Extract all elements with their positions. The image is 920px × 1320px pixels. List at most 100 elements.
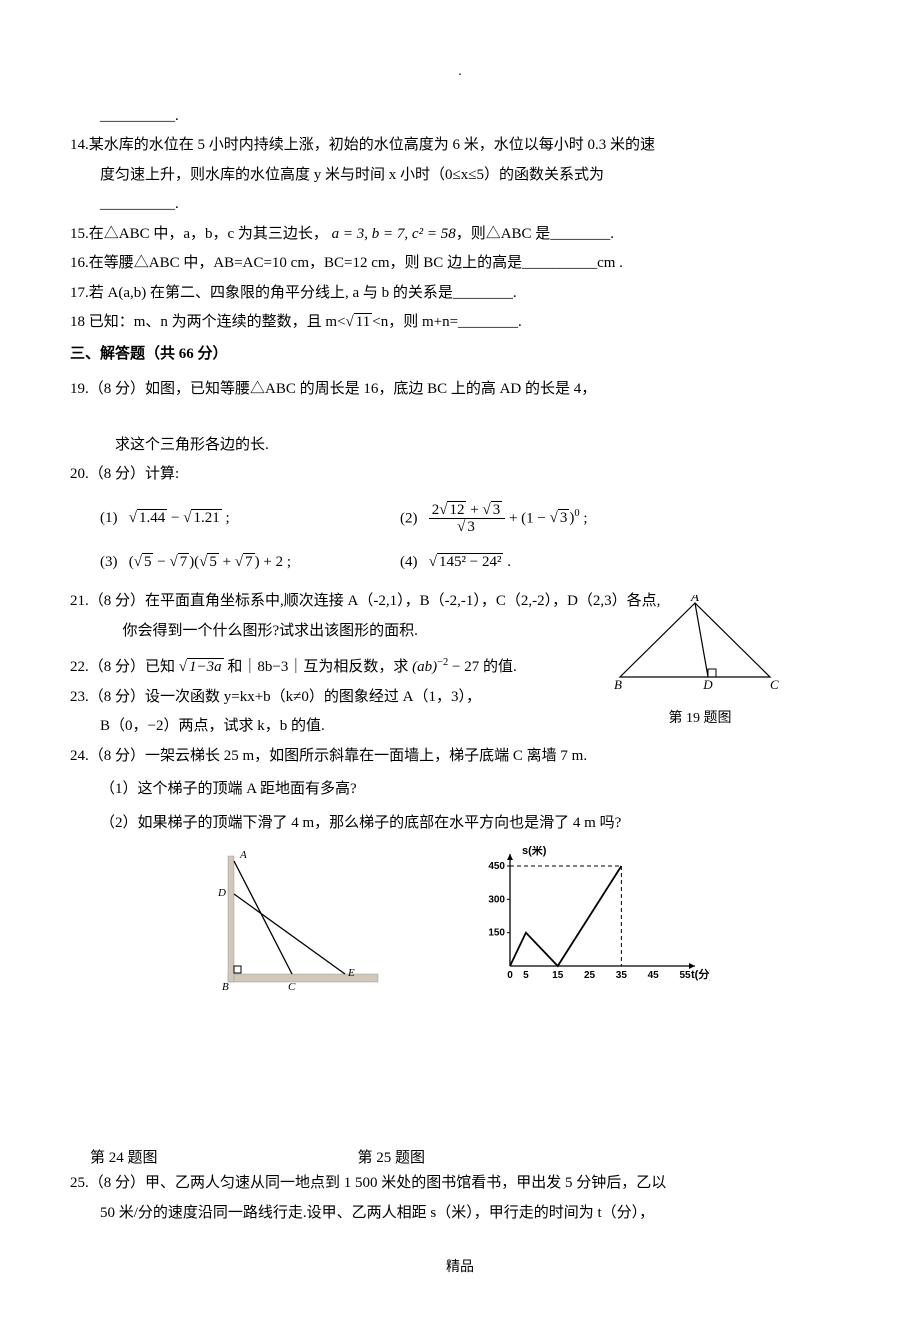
sqrt-icon: 145² − 24² bbox=[429, 550, 504, 576]
svg-text:300: 300 bbox=[488, 895, 505, 906]
q20-e2t: 3 bbox=[558, 509, 570, 526]
q15-eq: a = 3, b = 7, c² = 58 bbox=[332, 226, 456, 242]
q24: 24.（8 分）一架云梯长 25 m，如图所示斜靠在一面墙上，梯子底端 C 离墙… bbox=[70, 744, 850, 770]
q19-caption: 第 19 题图 bbox=[610, 707, 790, 731]
q25: 25.（8 分）甲、乙两人匀速从同一地点到 1 500 米处的图书馆看书，甲出发… bbox=[70, 1171, 850, 1197]
sqrt-icon: 1.21 bbox=[183, 506, 221, 532]
q20-row2: (3) (5 − 7)(5 + 7) + 2 ; (4) 145² − 24² … bbox=[100, 550, 850, 576]
page-dot: . bbox=[70, 60, 850, 84]
svg-text:E: E bbox=[347, 967, 355, 979]
q20-e4: 145² − 24² bbox=[437, 553, 503, 570]
cap-25: 第 25 题图 bbox=[358, 1146, 426, 1172]
q14-blank: __________. bbox=[70, 192, 850, 218]
q14-l1: 某水库的水位在 5 小时内持续上涨，初始的水位高度为 6 米，水位以每小时 0.… bbox=[89, 137, 655, 153]
q20-row1: (1) 1.44 − 1.21 ; (2) 212 + 3 3 + (1 − 3… bbox=[100, 502, 850, 536]
q19-t2: 求这个三角形各边的长. bbox=[70, 433, 850, 459]
q20-n3: (3) bbox=[100, 554, 118, 570]
q20-num: 20. bbox=[70, 466, 89, 482]
q24-num: 24. bbox=[70, 748, 89, 764]
q18-t2: <n，则 m+n= bbox=[372, 314, 458, 330]
q22-num: 22. bbox=[70, 659, 89, 675]
q25-chart: 150300450051525354555s(米)t(分) bbox=[480, 846, 710, 1006]
q24-s1: （1）这个梯子的顶端 A 距地面有多高? bbox=[70, 777, 850, 803]
q20-e1b: 1.21 bbox=[191, 509, 221, 526]
q16: 16.在等腰△ABC 中，AB=AC=10 cm，BC=12 cm，则 BC 边… bbox=[70, 251, 850, 277]
sqrt-icon: 1−3a bbox=[179, 655, 224, 681]
q22-expr: (ab) bbox=[412, 659, 437, 675]
q20-e2d: 3 bbox=[465, 518, 477, 535]
q17: 17.若 A(a,b) 在第二、四象限的角平分线上, a 与 b 的关系是___… bbox=[70, 281, 850, 307]
q20-e3a2: 5 bbox=[207, 553, 219, 570]
q18-sqrt: 11 bbox=[354, 313, 372, 330]
svg-text:25: 25 bbox=[584, 970, 596, 981]
svg-text:150: 150 bbox=[488, 928, 505, 939]
q15-t1: 在△ABC 中，a，b，c 为其三边长， bbox=[89, 226, 328, 242]
svg-text:D: D bbox=[217, 887, 226, 899]
q20-e2b: 3 bbox=[491, 501, 503, 518]
q18-blank: ________. bbox=[458, 314, 522, 330]
plus-icon: + (1 − bbox=[509, 510, 550, 526]
q22-t1: （8 分）已知 bbox=[89, 659, 179, 675]
q25-l1: （8 分）甲、乙两人匀速从同一地点到 1 500 米处的图书馆看书，甲出发 5 … bbox=[89, 1175, 667, 1191]
q18: 18 已知：m、n 为两个连续的整数，且 m< 11<n，则 m+n=______… bbox=[70, 310, 850, 336]
svg-text:15: 15 bbox=[552, 970, 564, 981]
q24-figure: A D B C E bbox=[210, 846, 380, 1006]
q21-l1: （8 分）在平面直角坐标系中,顺次连接 A（-2,1），B（-2,-1），C（2… bbox=[89, 593, 661, 609]
q15-num: 15. bbox=[70, 226, 89, 242]
q16-unit: cm . bbox=[597, 255, 623, 271]
q20-n2: (2) bbox=[400, 510, 418, 526]
q18-t1: 已知：m、n 为两个连续的整数，且 m< bbox=[85, 314, 346, 330]
q16-blank: __________ bbox=[522, 255, 597, 271]
svg-text:s(米): s(米) bbox=[522, 846, 547, 857]
q17-blank: ________. bbox=[453, 285, 517, 301]
label-C: C bbox=[770, 677, 779, 692]
svg-text:450: 450 bbox=[488, 861, 505, 872]
q20-e3a1: 5 bbox=[142, 553, 154, 570]
q14-l2: 度匀速上升，则水库的水位高度 y 米与时间 x 小时（0≤x≤5）的函数关系式为 bbox=[70, 163, 850, 189]
q18-num: 18 bbox=[70, 314, 85, 330]
svg-text:C: C bbox=[288, 981, 296, 993]
q23-l1: （8 分）设一次函数 y=kx+b（k≠0）的图象经过 A（1，3）， bbox=[89, 689, 481, 705]
label-A: A bbox=[690, 595, 699, 604]
page-footer: 精品 bbox=[70, 1256, 850, 1280]
q20: 20.（8 分）计算: bbox=[70, 462, 850, 488]
section-3-title: 三、解答题（共 66 分） bbox=[70, 342, 850, 368]
figures-row: A D B C E 150300450051525354555s(米)t(分) bbox=[70, 846, 850, 1006]
q17-t1: 若 A(a,b) 在第二、四象限的角平分线上, a 与 b 的关系是 bbox=[89, 285, 453, 301]
sqrt-icon: 5 bbox=[199, 550, 219, 576]
sqrt-icon: 3 bbox=[457, 519, 477, 536]
svg-text:35: 35 bbox=[616, 970, 628, 981]
q14: 14.某水库的水位在 5 小时内持续上涨，初始的水位高度为 6 米，水位以每小时… bbox=[70, 133, 850, 159]
q20-e3b2: 7 bbox=[243, 553, 255, 570]
fraction: 212 + 3 3 bbox=[429, 502, 505, 536]
q20-n4: (4) bbox=[400, 554, 418, 570]
q20-e1a: 1.44 bbox=[137, 509, 167, 526]
q25-l2: 50 米/分的速度沿同一路线行走.设甲、乙两人相距 s（米），甲行走的时间为 t… bbox=[70, 1201, 850, 1227]
q14-l2-text: 度匀速上升，则水库的水位高度 y 米与时间 x 小时（0≤x≤5）的函数关系式为 bbox=[100, 167, 604, 183]
q19-num: 19. bbox=[70, 381, 89, 397]
q22-exp: −2 bbox=[437, 657, 448, 668]
sqrt-icon: 12 bbox=[439, 502, 466, 519]
figure-captions: 第 24 题图 第 25 题图 bbox=[70, 1146, 850, 1172]
q24-l1: （8 分）一架云梯长 25 m，如图所示斜靠在一面墙上，梯子底端 C 离墙 7 … bbox=[89, 748, 587, 764]
sqrt-icon: 11 bbox=[346, 310, 373, 336]
cap-24: 第 24 题图 bbox=[90, 1146, 158, 1172]
q16-text: 在等腰△ABC 中，AB=AC=10 cm，BC=12 cm，则 BC 边上的高… bbox=[89, 255, 522, 271]
q14-num: 14. bbox=[70, 137, 89, 153]
svg-text:t(分): t(分) bbox=[691, 967, 710, 981]
q15-blank: ________. bbox=[550, 226, 614, 242]
q19-figure: A B C D 第 19 题图 bbox=[610, 595, 790, 730]
sqrt-icon: 3 bbox=[482, 502, 502, 519]
svg-text:B: B bbox=[222, 981, 229, 993]
q24-s2: （2）如果梯子的顶端下滑了 4 m，那么梯子的底部在水平方向也是滑了 4 m 吗… bbox=[70, 811, 850, 837]
q15-t2: ，则△ABC 是 bbox=[456, 226, 551, 242]
q20-title: （8 分）计算: bbox=[89, 466, 179, 482]
label-D: D bbox=[702, 677, 713, 692]
q20-e2a: 12 bbox=[447, 501, 466, 518]
q15: 15.在△ABC 中，a，b，c 为其三边长， a = 3, b = 7, c²… bbox=[70, 222, 850, 248]
sqrt-icon: 7 bbox=[235, 550, 255, 576]
svg-text:55: 55 bbox=[679, 970, 691, 981]
q21-num: 21. bbox=[70, 593, 89, 609]
q19-t1: （8 分）如图，已知等腰△ABC 的周长是 16，底边 BC 上的高 AD 的长… bbox=[89, 381, 597, 397]
blank-top: __________. bbox=[70, 104, 850, 130]
